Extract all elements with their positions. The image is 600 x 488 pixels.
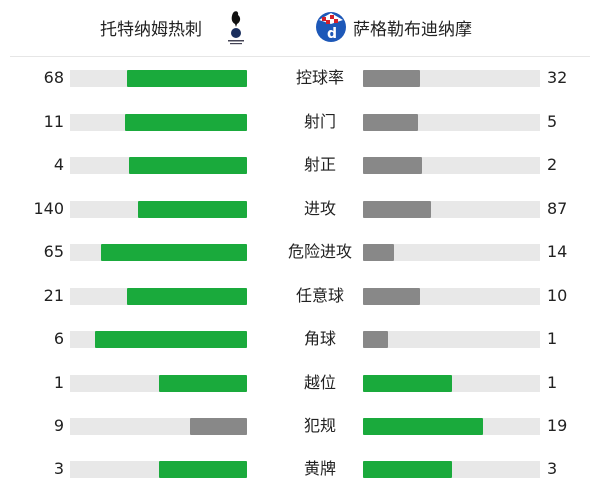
header-divider (10, 56, 590, 57)
home-bar-track (70, 461, 247, 478)
home-bar-fill (125, 114, 247, 131)
stat-row: 4 射正 2 (0, 153, 600, 177)
stat-label: 危险进攻 (287, 242, 352, 261)
stat-label: 犯规 (303, 416, 336, 435)
stat-row: 6 角球 1 (0, 327, 600, 351)
home-bar-track (70, 201, 247, 218)
home-value: 11 (43, 112, 64, 131)
away-bar-track (363, 157, 540, 174)
home-bar-fill (126, 70, 247, 87)
away-team-name: 萨格勒布迪纳摩 (353, 19, 472, 40)
home-value: 1 (53, 373, 64, 392)
home-bar-track (70, 114, 247, 131)
stat-label: 控球率 (295, 68, 344, 87)
stat-label: 射正 (303, 155, 336, 174)
home-team: 托特纳姆热刺 (100, 11, 248, 45)
away-bar-fill (363, 70, 420, 87)
away-value: 87 (547, 199, 568, 218)
away-bar-fill (363, 288, 421, 305)
away-bar-fill (363, 114, 419, 131)
stat-label: 越位 (303, 373, 336, 392)
home-value: 140 (33, 199, 64, 218)
away-bar-fill (363, 157, 422, 174)
away-bar-track (363, 244, 540, 261)
stat-label: 射门 (303, 112, 336, 131)
away-bar-track (363, 201, 540, 218)
stat-row: 68 控球率 32 (0, 66, 600, 90)
home-bar-fill (137, 201, 247, 218)
svg-text:d: d (327, 26, 337, 42)
away-value: 5 (547, 112, 558, 131)
away-value: 32 (547, 68, 568, 87)
home-bar-track (70, 375, 247, 392)
away-value: 2 (547, 155, 558, 174)
stat-row: 1 越位 1 (0, 371, 600, 395)
home-bar-track (70, 288, 247, 305)
home-bar-fill (158, 375, 247, 392)
away-bar-fill (363, 418, 484, 435)
home-value: 3 (53, 459, 64, 478)
home-team-name: 托特纳姆热刺 (100, 19, 202, 40)
away-bar-fill (363, 461, 452, 478)
away-value: 3 (547, 459, 558, 478)
home-bar-fill (127, 288, 247, 305)
away-bar-track (363, 70, 540, 87)
stat-row: 21 任意球 10 (0, 284, 600, 308)
away-value: 19 (547, 416, 568, 435)
away-bar-track (363, 331, 540, 348)
away-team: d 萨格勒布迪纳摩 (315, 12, 472, 42)
stat-label: 角球 (303, 329, 336, 348)
stat-label: 进攻 (303, 199, 336, 218)
stat-label: 任意球 (295, 286, 344, 305)
home-value: 65 (43, 242, 64, 261)
home-bar-fill (101, 244, 247, 261)
stat-row: 11 射门 5 (0, 110, 600, 134)
stat-row: 3 黄牌 3 (0, 457, 600, 481)
away-bar-fill (363, 375, 452, 392)
away-value: 1 (547, 373, 558, 392)
stat-row: 9 犯规 19 (0, 414, 600, 438)
away-value: 1 (547, 329, 558, 348)
away-bar-track (363, 288, 540, 305)
away-bar-track (363, 418, 540, 435)
home-value: 9 (53, 416, 64, 435)
home-bar-fill (129, 157, 247, 174)
away-bar-track (363, 114, 540, 131)
home-bar-track (70, 157, 247, 174)
home-bar-fill (190, 418, 247, 435)
stat-row: 140 进攻 87 (0, 197, 600, 221)
stat-row: 65 危险进攻 14 (0, 240, 600, 264)
home-bar-track (70, 418, 247, 435)
dinamo-zagreb-logo-icon: d (316, 12, 346, 42)
home-bar-track (70, 331, 247, 348)
stat-label: 黄牌 (303, 459, 336, 478)
away-value: 10 (547, 286, 568, 305)
away-bar-fill (363, 331, 389, 348)
away-value: 14 (547, 242, 568, 261)
away-bar-fill (363, 244, 395, 261)
home-bar-track (70, 244, 247, 261)
home-bar-track (70, 70, 247, 87)
home-value: 21 (43, 286, 64, 305)
tottenham-logo-icon (228, 11, 244, 45)
home-value: 6 (53, 329, 64, 348)
away-bar-track (363, 461, 540, 478)
away-bar-track (363, 375, 540, 392)
home-bar-fill (95, 331, 247, 348)
home-value: 4 (53, 155, 64, 174)
home-bar-fill (158, 461, 247, 478)
away-bar-fill (363, 201, 431, 218)
home-value: 68 (43, 68, 64, 87)
